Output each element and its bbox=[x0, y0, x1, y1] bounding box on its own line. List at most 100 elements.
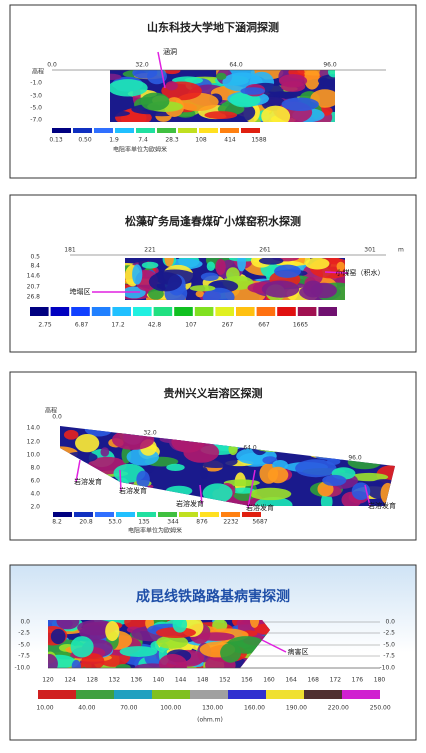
anomaly bbox=[119, 646, 158, 657]
scale-swatch bbox=[76, 690, 114, 699]
anomaly bbox=[105, 621, 120, 642]
scale-label: 108 bbox=[195, 137, 207, 144]
y-tick-label-right: -5.0 bbox=[383, 642, 395, 649]
scale-swatch bbox=[133, 307, 152, 316]
scale-swatch bbox=[115, 128, 134, 133]
y-tick-label: 0.0 bbox=[20, 619, 30, 626]
scale-swatch bbox=[318, 307, 337, 316]
scale-swatch bbox=[38, 690, 76, 699]
panel-title: 松藻矿务局逢春煤矿小煤窑积水探测 bbox=[125, 214, 301, 228]
scale-label: 2232 bbox=[223, 519, 238, 526]
scale-label: 130.00 bbox=[202, 705, 223, 712]
x-tick-label: 96.0 bbox=[323, 62, 337, 69]
annotation: 垮塌区 bbox=[70, 287, 91, 296]
y-tick-label: 10.0 bbox=[27, 452, 41, 459]
y-tick-label: 14.0 bbox=[27, 425, 41, 432]
anomaly bbox=[202, 287, 235, 300]
anomaly bbox=[164, 258, 174, 267]
anomaly bbox=[310, 282, 337, 299]
x-tick-label: 32.0 bbox=[143, 430, 157, 437]
x-tick-label: 176 bbox=[352, 677, 364, 684]
anomaly bbox=[320, 493, 333, 506]
x-tick-label: 181 bbox=[64, 247, 76, 254]
anomaly bbox=[231, 487, 256, 494]
anomaly bbox=[206, 261, 215, 271]
anomaly bbox=[249, 487, 292, 501]
scale-swatch bbox=[71, 307, 90, 316]
scale-label: 414 bbox=[224, 137, 236, 144]
scale-label: 667 bbox=[258, 322, 270, 329]
annotation: 小煤窑（积水） bbox=[336, 268, 385, 277]
x-tick-label: 148 bbox=[197, 677, 209, 684]
scale-swatch bbox=[179, 512, 198, 517]
scale-swatch bbox=[256, 307, 276, 316]
anomaly bbox=[223, 479, 260, 487]
panel-title: 成昆线铁路路基病害探测 bbox=[136, 588, 290, 605]
anomaly bbox=[237, 258, 246, 272]
anomaly bbox=[305, 258, 330, 270]
scale-label: 1.9 bbox=[109, 137, 119, 144]
anomaly bbox=[140, 92, 170, 111]
scale-swatch bbox=[190, 690, 228, 699]
anomaly bbox=[172, 620, 188, 633]
y-tick-label: -5.0 bbox=[18, 642, 30, 649]
x-tick-label: 172 bbox=[330, 677, 342, 684]
anomaly bbox=[216, 72, 227, 80]
scale-swatch bbox=[236, 307, 255, 316]
scale-swatch bbox=[153, 307, 173, 316]
y-tick-label: 4.0 bbox=[30, 491, 40, 498]
x-tick-label: 96.0 bbox=[348, 455, 362, 462]
x-tick-label: 132 bbox=[109, 677, 121, 684]
scale-label: 250.00 bbox=[370, 705, 391, 712]
y-tick-label: 8.4 bbox=[30, 263, 40, 270]
scale-swatch bbox=[30, 307, 49, 316]
anomaly bbox=[202, 483, 233, 503]
anomaly bbox=[336, 261, 345, 272]
x-tick-label: 160 bbox=[263, 677, 275, 684]
scale-swatch bbox=[136, 128, 155, 133]
x-tick-label: 64.0 bbox=[229, 62, 243, 69]
scale-label: 876 bbox=[196, 519, 208, 526]
x-tick-label: 120 bbox=[42, 677, 54, 684]
anomaly bbox=[148, 272, 183, 292]
x-tick-label: 124 bbox=[64, 677, 76, 684]
y-tick-label-right: -7.5 bbox=[383, 653, 395, 660]
anomaly bbox=[141, 261, 159, 269]
scale-label: 20.8 bbox=[79, 519, 93, 526]
anomaly bbox=[132, 264, 143, 285]
annotation: 岩溶发育 bbox=[368, 501, 396, 510]
anomaly bbox=[81, 653, 105, 668]
annotation: 涵洞 bbox=[163, 47, 177, 56]
annotation: 岩溶发育 bbox=[246, 503, 274, 512]
anomaly bbox=[197, 632, 235, 641]
y-tick-label: -10.0 bbox=[14, 665, 30, 672]
anomaly bbox=[258, 258, 284, 265]
scale-swatch bbox=[114, 690, 152, 699]
anomaly bbox=[79, 625, 110, 640]
anomaly bbox=[200, 467, 209, 480]
anomaly bbox=[71, 659, 81, 668]
anomaly bbox=[156, 635, 189, 649]
x-tick-label: 0.0 bbox=[47, 62, 57, 69]
y-tick-label: -1.0 bbox=[30, 80, 42, 87]
y-tick-label: -7.0 bbox=[30, 117, 42, 124]
resistivity-section bbox=[48, 620, 270, 668]
panel-title: 贵州兴义岩溶区探测 bbox=[164, 386, 263, 400]
y-tick-label: 0.5 bbox=[30, 254, 40, 261]
x-tick-label: 156 bbox=[241, 677, 253, 684]
scale-swatch bbox=[73, 128, 92, 133]
annotation-arrow bbox=[324, 271, 349, 274]
x-tick-label: 164 bbox=[285, 677, 297, 684]
scale-swatch bbox=[221, 512, 240, 517]
anomaly bbox=[295, 459, 337, 478]
scale-label: 344 bbox=[167, 519, 179, 526]
scale-label: 190.00 bbox=[286, 705, 307, 712]
y-tick-label: -7.5 bbox=[18, 653, 30, 660]
y-tick-label: 26.8 bbox=[27, 294, 41, 301]
anomaly bbox=[274, 264, 302, 278]
anomaly bbox=[70, 636, 94, 658]
scale-label: 135 bbox=[138, 519, 150, 526]
x-tick-label: 32.0 bbox=[135, 62, 149, 69]
